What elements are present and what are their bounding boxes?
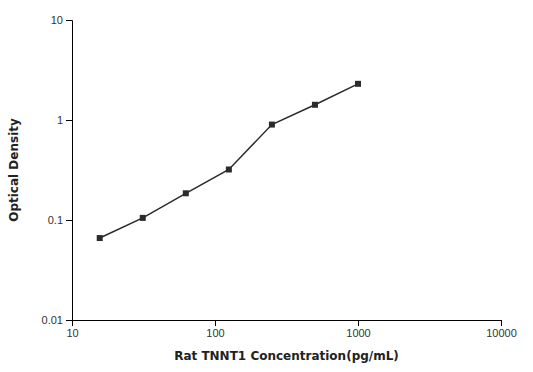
y-tick: 10 xyxy=(51,14,72,26)
x-tick-label: 100 xyxy=(206,327,224,339)
y-tick-label: 0.01 xyxy=(42,314,63,326)
y-tick-mark xyxy=(66,320,72,321)
marker xyxy=(269,122,275,128)
line xyxy=(100,84,358,238)
x-tick-label: 10 xyxy=(66,327,78,339)
x-tick: 100 xyxy=(206,320,224,339)
y-tick: 0.1 xyxy=(48,214,72,226)
data-layer xyxy=(97,81,361,241)
x-axis: 10 100 1000 10000 xyxy=(66,320,516,339)
chart: 10 100 1000 10000 0.01 0.1 1 10 Rat TNNT1 Concen… xyxy=(0,0,533,372)
x-tick-mark xyxy=(215,320,216,326)
x-tick-label: 10000 xyxy=(486,327,517,339)
y-axis-title: Optical Density xyxy=(7,118,21,222)
marker xyxy=(355,81,361,87)
x-tick-label: 1000 xyxy=(346,327,370,339)
y-tick-mark xyxy=(66,120,72,121)
y-tick-label: 1 xyxy=(57,114,63,126)
x-tick-mark xyxy=(501,320,502,326)
plot: 10 100 1000 10000 0.01 0.1 1 10 xyxy=(42,14,517,339)
x-axis-title: Rat TNNT1 Concentration(pg/mL) xyxy=(174,349,399,363)
marker xyxy=(183,190,189,196)
y-tick-label: 0.1 xyxy=(48,214,63,226)
y-axis: 0.01 0.1 1 10 xyxy=(42,14,73,326)
x-tick-mark xyxy=(358,320,359,326)
x-tick: 10 xyxy=(66,320,78,339)
y-tick-label: 10 xyxy=(51,14,63,26)
marker xyxy=(140,215,146,221)
y-tick-mark xyxy=(66,20,72,21)
x-tick: 10000 xyxy=(486,320,517,339)
y-axis-line xyxy=(66,21,73,321)
y-tick: 1 xyxy=(57,114,72,126)
marker xyxy=(97,235,103,241)
y-tick: 0.01 xyxy=(42,314,72,326)
y-tick-mark xyxy=(66,220,72,221)
marker xyxy=(312,102,318,108)
marker xyxy=(226,166,232,172)
x-tick: 1000 xyxy=(346,320,370,339)
x-axis-line xyxy=(73,321,502,327)
